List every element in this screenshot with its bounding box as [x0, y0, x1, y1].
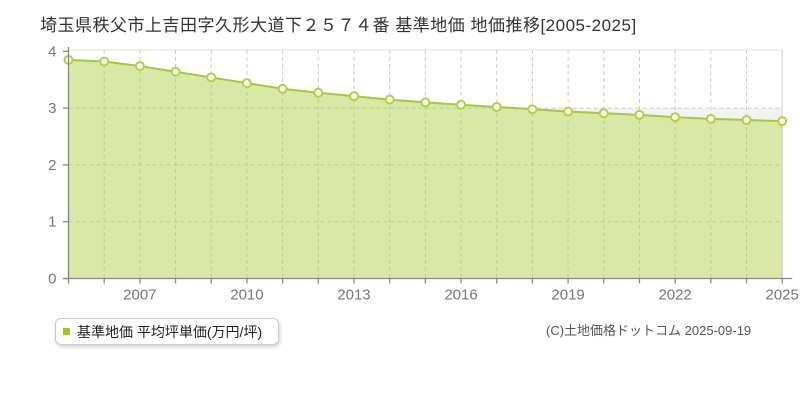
- data-point-2018: [527, 104, 538, 115]
- y-tick-label: 3: [48, 100, 56, 117]
- x-tick-label: 2007: [123, 287, 156, 304]
- legend-marker-icon: [63, 328, 70, 335]
- x-tick-label: 2013: [337, 287, 370, 304]
- x-tick-label: 2010: [230, 287, 263, 304]
- data-point-2012: [313, 87, 324, 98]
- data-point-2015: [420, 97, 431, 108]
- data-point-2022: [670, 112, 681, 123]
- legend-label: 基準地価 平均坪単価(万円/坪): [77, 323, 263, 340]
- data-point-2007: [134, 61, 145, 72]
- data-point-2025: [777, 116, 788, 127]
- data-point-2021: [634, 109, 645, 120]
- chart-title: 埼玉県秩父市上吉田字久形大道下２５７４番 基準地価 地価推移[2005-2025…: [40, 16, 637, 35]
- x-tick-label: 2025: [766, 287, 799, 304]
- copyright-text: (C)土地価格ドットコム 2025-09-19: [546, 323, 752, 338]
- data-point-2016: [456, 99, 467, 110]
- data-point-2024: [741, 115, 752, 126]
- data-point-2006: [99, 56, 110, 67]
- data-point-2014: [384, 94, 395, 105]
- x-tick-label: 2022: [658, 287, 691, 304]
- y-tick-label: 4: [48, 43, 56, 60]
- x-tick-label: 2019: [551, 287, 584, 304]
- legend: 基準地価 平均坪単価(万円/坪): [55, 318, 280, 345]
- y-tick-label: 1: [48, 214, 56, 231]
- data-point-2023: [705, 113, 716, 124]
- data-point-2011: [277, 83, 288, 94]
- data-point-2017: [491, 101, 502, 112]
- y-tick-label: 2: [48, 157, 56, 174]
- data-point-2010: [241, 78, 252, 89]
- data-point-2008: [170, 66, 181, 77]
- data-point-2013: [348, 91, 359, 102]
- y-tick-label: 0: [48, 271, 56, 288]
- data-point-2009: [206, 72, 217, 83]
- data-point-2019: [563, 106, 574, 117]
- x-tick-label: 2016: [444, 287, 477, 304]
- data-point-2020: [598, 108, 609, 119]
